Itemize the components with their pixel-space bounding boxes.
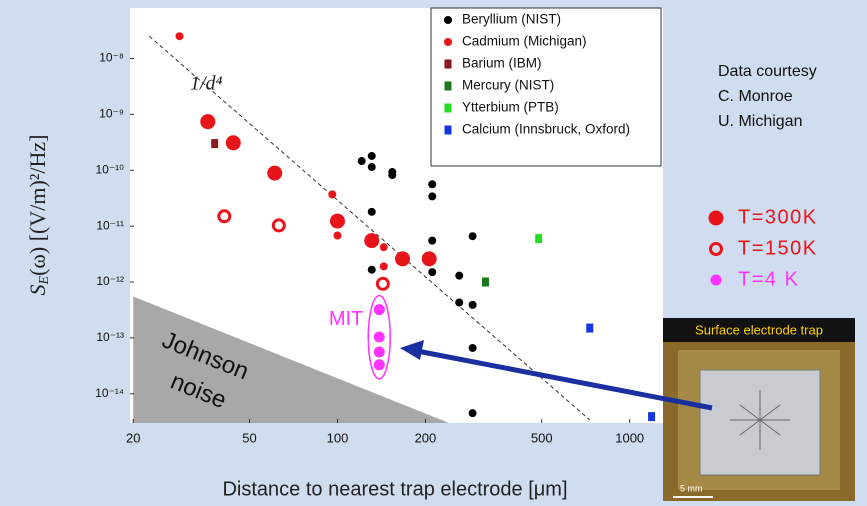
point — [211, 139, 219, 149]
mit-ellipse — [367, 294, 392, 380]
legend-marker — [710, 274, 722, 286]
legend-label: Calcium (Innsbruck, Oxford) — [462, 122, 630, 137]
credit: Data courtesy — [718, 63, 817, 80]
johnson-region — [133, 296, 450, 423]
legend-marker — [444, 125, 452, 135]
point — [428, 180, 437, 189]
point — [379, 243, 388, 252]
point — [375, 276, 390, 291]
point — [367, 207, 376, 216]
point — [373, 346, 385, 358]
photo-scale: 5 mm — [680, 483, 703, 493]
point — [481, 277, 489, 287]
point — [271, 218, 286, 233]
point — [428, 236, 437, 245]
legend-label: Barium (IBM) — [462, 56, 542, 71]
point — [333, 231, 342, 240]
y-tick-label: 10⁻⁸ — [99, 51, 124, 65]
legend-marker — [444, 81, 452, 91]
point — [379, 262, 388, 271]
x-tick-label: 500 — [531, 430, 553, 445]
point — [367, 151, 376, 160]
y-tick-label: 10⁻¹³ — [96, 330, 124, 344]
y-tick-label: 10⁻¹⁰ — [96, 162, 125, 176]
photo-title-bar — [663, 318, 855, 342]
point — [455, 271, 464, 280]
point — [428, 192, 437, 201]
point — [421, 251, 437, 267]
y-label-sub: E — [37, 275, 52, 285]
x-tick-label: 50 — [242, 430, 256, 445]
photo-title: Surface electrode trap — [695, 322, 823, 337]
legend-marker — [444, 16, 452, 24]
legend-label: Ytterbium (PTB) — [462, 100, 559, 115]
point — [200, 114, 216, 130]
point — [373, 304, 385, 316]
point — [373, 331, 385, 343]
legend-label: Mercury (NIST) — [462, 78, 554, 93]
arrow-head — [400, 340, 424, 360]
legend-marker — [444, 59, 452, 69]
y-tick-label: 10⁻¹² — [96, 274, 124, 288]
y-tick-label: 10⁻¹⁴ — [95, 386, 124, 400]
point — [648, 412, 656, 422]
point — [428, 268, 437, 277]
point — [468, 409, 477, 418]
point — [468, 300, 477, 309]
y-tick-label: 10⁻⁹ — [99, 107, 124, 121]
photo: Surface electrode trap 5 mm — [663, 318, 855, 501]
legend-label: T=4 K — [738, 268, 799, 290]
legend-marker — [444, 103, 452, 113]
photo-electrodes — [730, 390, 790, 450]
credit: C. Monroe — [718, 88, 793, 105]
credit: U. Michigan — [718, 113, 802, 130]
fit-label: 1/d⁴ — [190, 73, 223, 95]
x-tick-label: 20 — [126, 430, 140, 445]
point — [468, 343, 477, 352]
point — [175, 32, 184, 41]
legend-label: T=300K — [738, 206, 818, 228]
point — [367, 163, 376, 172]
point — [535, 234, 543, 244]
point — [357, 157, 366, 166]
point — [267, 165, 283, 181]
legend-marker — [708, 210, 724, 226]
legend-box — [430, 7, 662, 167]
legend-label: T=150K — [738, 237, 818, 259]
legend-label: Beryllium (NIST) — [462, 12, 561, 27]
x-axis-label: Distance to nearest trap electrode [μm] — [222, 478, 567, 500]
legend-marker — [709, 242, 723, 256]
point — [367, 265, 376, 274]
point — [455, 298, 464, 307]
point — [364, 233, 380, 249]
point — [586, 323, 594, 333]
point — [217, 209, 232, 224]
legend-label: Cadmium (Michigan) — [462, 34, 587, 49]
point — [395, 251, 411, 267]
x-tick-label: 100 — [327, 430, 349, 445]
x-tick-label: 200 — [415, 430, 437, 445]
point — [329, 213, 345, 229]
x-tick-label: 1000 — [615, 430, 644, 445]
legend-marker — [444, 38, 452, 46]
y-label-rest: (ω) [(V/m)²/Hz] — [25, 135, 50, 276]
point — [328, 190, 337, 199]
point — [388, 171, 397, 180]
point — [468, 232, 477, 241]
point — [225, 135, 241, 151]
point — [373, 359, 385, 371]
fit-line — [148, 35, 591, 421]
y-label-main: S — [25, 284, 50, 295]
y-tick-label: 10⁻¹¹ — [96, 218, 124, 232]
y-axis-label: SE(ω) [(V/m)²/Hz] — [25, 135, 52, 296]
mit-label: MIT — [329, 308, 363, 330]
arrow-shaft — [411, 347, 713, 411]
